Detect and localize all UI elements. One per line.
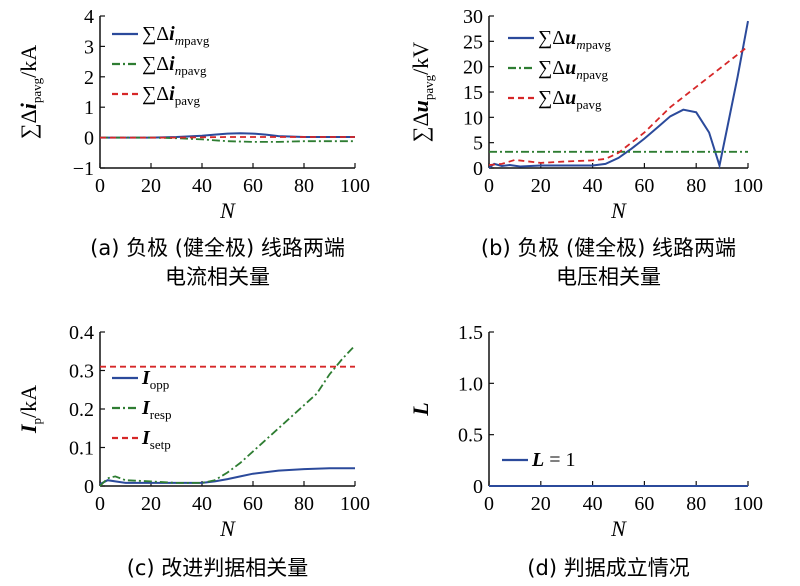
series-line-2 — [100, 136, 355, 139]
x-tick-label: 0 — [484, 493, 494, 515]
x-tick-label: 60 — [243, 493, 263, 515]
x-tick-label: 60 — [243, 175, 263, 197]
y-axis-label: ∑Δipavg/kA — [16, 45, 44, 139]
y-tick-label: 4 — [84, 6, 94, 28]
panel-caption: 电流相关量 — [165, 265, 270, 289]
x-tick-label: 100 — [340, 493, 370, 515]
y-tick-label: 0.1 — [69, 438, 94, 460]
y-tick-label: 1.0 — [458, 373, 483, 395]
panel-caption: 电压相关量 — [556, 265, 661, 289]
y-tick-label: 0.4 — [69, 322, 94, 344]
x-tick-label: 0 — [484, 175, 494, 197]
y-axis-label: L — [408, 402, 433, 416]
legend-entry: ∑Δupavg — [538, 87, 602, 112]
y-tick-label: 30 — [463, 6, 483, 28]
x-tick-label: 0 — [95, 175, 105, 197]
x-tick-label: 100 — [340, 175, 370, 197]
series-line-0 — [99, 467, 355, 485]
y-tick-label: 0 — [473, 476, 483, 498]
x-tick-label: 60 — [634, 493, 654, 515]
y-tick-label: 10 — [463, 107, 483, 129]
y-tick-label: 0 — [84, 128, 94, 150]
y-tick-label: 20 — [463, 57, 483, 79]
y-tick-label: 0.5 — [458, 425, 483, 447]
series-line-1 — [99, 344, 356, 487]
x-tick-label: 20 — [531, 175, 551, 197]
x-tick-label: 80 — [294, 175, 314, 197]
x-tick-label: 40 — [192, 493, 212, 515]
x-tick-label: 80 — [294, 493, 314, 515]
x-tick-label: 0 — [95, 493, 105, 515]
x-tick-label: 100 — [733, 175, 763, 197]
y-tick-label: −1 — [73, 158, 94, 180]
legend-entry: ∑Δipavg — [142, 83, 200, 108]
y-tick-label: 5 — [473, 133, 483, 155]
y-tick-label: 1.5 — [458, 322, 483, 344]
legend-entry: ∑Δunpavg — [538, 57, 609, 82]
y-tick-label: 1 — [84, 97, 94, 119]
panel-caption: (d) 判据成立情况 — [527, 556, 689, 580]
y-tick-label: 0.3 — [69, 361, 94, 383]
y-axis-label: ∑Δupavg/kV — [408, 42, 436, 142]
x-tick-label: 80 — [686, 175, 706, 197]
x-tick-label: 20 — [141, 493, 161, 515]
series-line-1 — [100, 136, 355, 143]
x-tick-label: 20 — [141, 175, 161, 197]
x-tick-label: 20 — [531, 493, 551, 515]
x-axis-label: N — [610, 516, 627, 541]
series-line-0 — [488, 20, 749, 170]
y-axis-label: Ip/kA — [16, 385, 44, 434]
x-axis-label: N — [219, 516, 236, 541]
x-tick-label: 40 — [583, 175, 603, 197]
y-tick-label: 2 — [84, 67, 94, 89]
y-tick-label: 0 — [84, 476, 94, 498]
y-tick-label: 25 — [463, 31, 483, 53]
panel-caption: (c) 改进判据相关量 — [127, 556, 309, 580]
x-tick-label: 80 — [686, 493, 706, 515]
y-tick-label: 0.2 — [69, 399, 94, 421]
legend-entry: ∑Δinpavg — [142, 53, 207, 78]
legend-entry: Iopp — [141, 367, 169, 392]
x-tick-label: 100 — [733, 493, 763, 515]
y-tick-label: 3 — [84, 36, 94, 58]
legend-entry: L = 1 — [531, 449, 576, 471]
x-tick-label: 40 — [583, 493, 603, 515]
x-tick-label: 60 — [634, 175, 654, 197]
legend-entry: Isetp — [141, 427, 171, 452]
chart-panel-1: 0 20 40 60 80 100051015202530N∑Δupavg/kV∑Δump… — [408, 6, 763, 289]
chart-panel-3: 0 20 40 60 80 100 0 0.5 1.0 1.5 N L L = 1 (d) 判据成立情况 — [408, 322, 763, 580]
series-line-2 — [488, 45, 749, 166]
legend-entry: ∑Δimpavg — [142, 23, 210, 48]
chart-panel-0: 0 20 40 60 80 100−101234N∑Δipavg/kA∑Δimpavg∑Δ… — [16, 6, 370, 289]
x-tick-label: 40 — [192, 175, 212, 197]
legend-entry: Iresp — [141, 397, 171, 422]
chart-panel-2: 0 20 40 60 80 100 0 0.1 0.2 0.3 0.4 N Ip/kA Iopp Iresp… — [16, 322, 370, 580]
y-tick-label: 0 — [473, 158, 483, 180]
panel-caption: (b) 负极 (健全极) 线路两端 — [481, 236, 736, 260]
legend-entry: ∑Δumpavg — [538, 27, 611, 52]
panel-caption: (a) 负极 (健全极) 线路两端 — [90, 236, 345, 260]
y-tick-label: 15 — [463, 82, 483, 104]
x-axis-label: N — [610, 198, 627, 223]
x-axis-label: N — [219, 198, 236, 223]
